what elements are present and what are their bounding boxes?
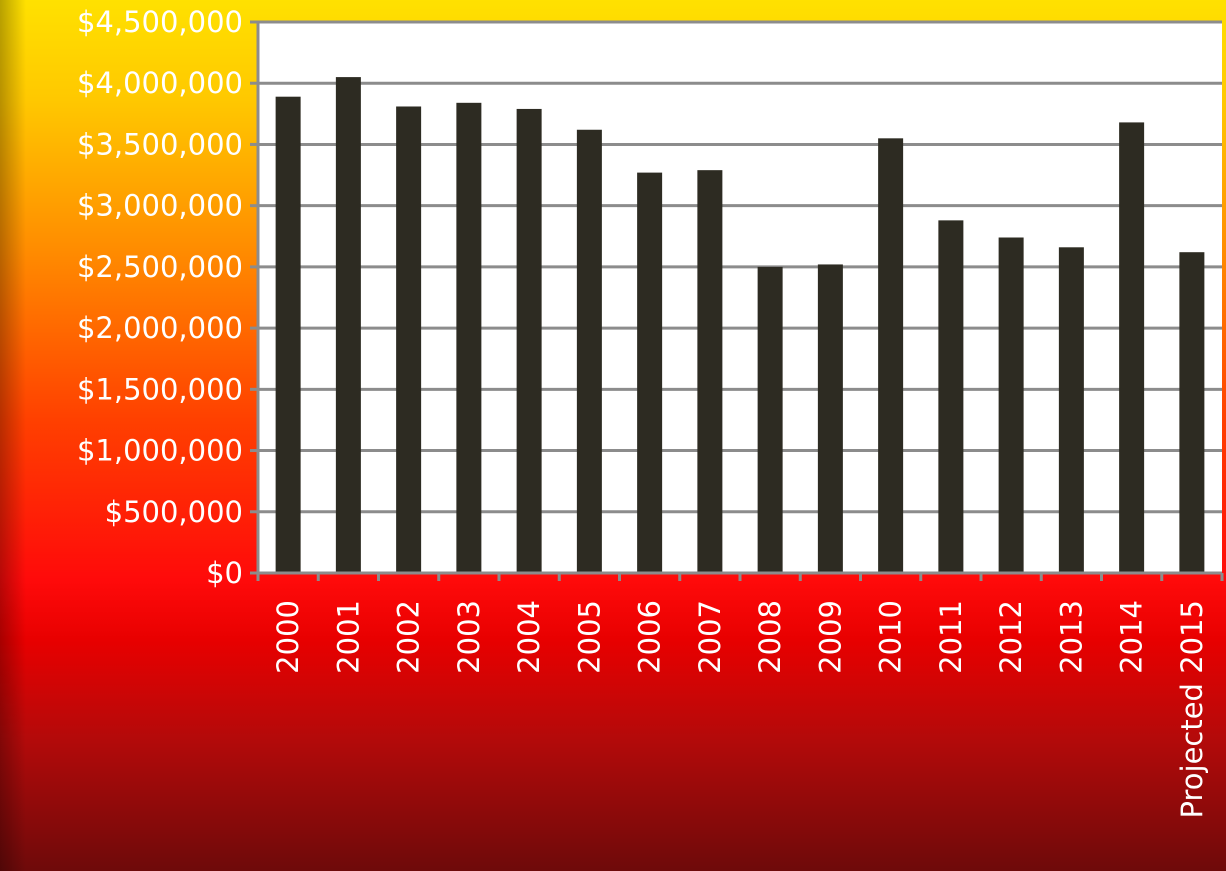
x-tick-label: 2003 — [452, 600, 486, 674]
y-tick-label: $2,500,000 — [77, 250, 243, 284]
bar — [697, 170, 723, 573]
bar — [817, 264, 843, 573]
bar — [757, 266, 783, 573]
y-tick-label: $4,000,000 — [77, 66, 243, 100]
x-tick-label: 2001 — [331, 600, 365, 674]
x-tick-label: 2013 — [1054, 600, 1088, 674]
bar — [938, 220, 964, 574]
y-tick-label: $500,000 — [105, 495, 243, 529]
x-tick-label: 2004 — [512, 600, 546, 674]
bar — [998, 237, 1024, 573]
bar — [456, 102, 482, 574]
bar — [1119, 122, 1145, 573]
y-tick-label: $0 — [206, 556, 243, 590]
bar — [637, 172, 663, 573]
x-tick-label: 2010 — [874, 600, 908, 674]
y-tick-label: $1,500,000 — [77, 372, 243, 406]
bar — [1058, 247, 1084, 573]
bar — [1179, 252, 1205, 573]
bar — [576, 129, 602, 574]
x-tick-label: 2008 — [753, 600, 787, 674]
bars — [275, 77, 1205, 574]
y-tick-label: $3,000,000 — [77, 189, 243, 223]
bar — [335, 77, 361, 573]
axes — [250, 20, 1224, 581]
y-tick-label: $3,500,000 — [77, 127, 243, 161]
x-tick-label: 2002 — [392, 600, 426, 674]
bar — [516, 108, 542, 574]
x-tick-label: 2011 — [934, 600, 968, 674]
y-tick-label: $1,000,000 — [77, 434, 243, 468]
x-tick-label: 2006 — [633, 600, 667, 674]
x-tick-label: Projected 2015 — [1175, 600, 1209, 819]
bar — [275, 96, 301, 574]
x-axis-labels: 2000 2001 2002 2003 2004 2005 2006 2007 2008 2009… — [271, 600, 1209, 819]
y-tick-label: $4,500,000 — [77, 5, 243, 39]
x-tick-label: 2005 — [572, 600, 606, 674]
y-axis-labels: $0 $500,000 $1,000,000 $1,500,000 $2,000,000… — [77, 5, 243, 590]
x-tick-label: 2014 — [1115, 600, 1149, 674]
y-tick-label: $2,000,000 — [77, 311, 243, 345]
bar — [878, 138, 904, 574]
x-tick-label: 2009 — [813, 600, 847, 674]
bar — [396, 106, 422, 573]
x-tick-label: 2000 — [271, 600, 305, 674]
x-tick-label: 2012 — [994, 600, 1028, 674]
x-tick-label: 2007 — [693, 600, 727, 674]
